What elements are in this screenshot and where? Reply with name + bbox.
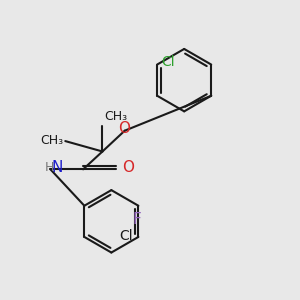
Text: Cl: Cl xyxy=(162,55,175,69)
Text: N: N xyxy=(51,160,63,175)
Text: O: O xyxy=(118,121,130,136)
Text: Cl: Cl xyxy=(119,229,132,243)
Text: O: O xyxy=(122,160,134,175)
Text: CH₃: CH₃ xyxy=(104,110,127,123)
Text: H: H xyxy=(44,161,54,174)
Text: CH₃: CH₃ xyxy=(40,134,63,147)
Text: F: F xyxy=(133,212,141,227)
